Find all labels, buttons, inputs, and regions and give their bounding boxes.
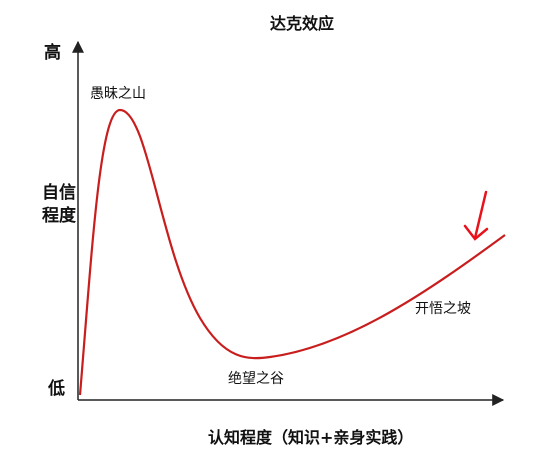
y-low-label: 低 bbox=[48, 379, 65, 399]
dunning-kruger-curve bbox=[78, 108, 506, 396]
y-axis-label: 自信程度 bbox=[42, 183, 76, 226]
y-high-label: 高 bbox=[44, 43, 61, 63]
red-arrow bbox=[463, 190, 489, 241]
stage-label: 愚昧之山 bbox=[90, 86, 146, 102]
title: 达克效应 bbox=[270, 14, 335, 33]
stage-label: 绝望之谷 bbox=[228, 371, 284, 387]
x-axis-label: 认知程度（知识+亲身实践） bbox=[208, 428, 414, 447]
stage-label: 开悟之坡 bbox=[415, 301, 471, 317]
